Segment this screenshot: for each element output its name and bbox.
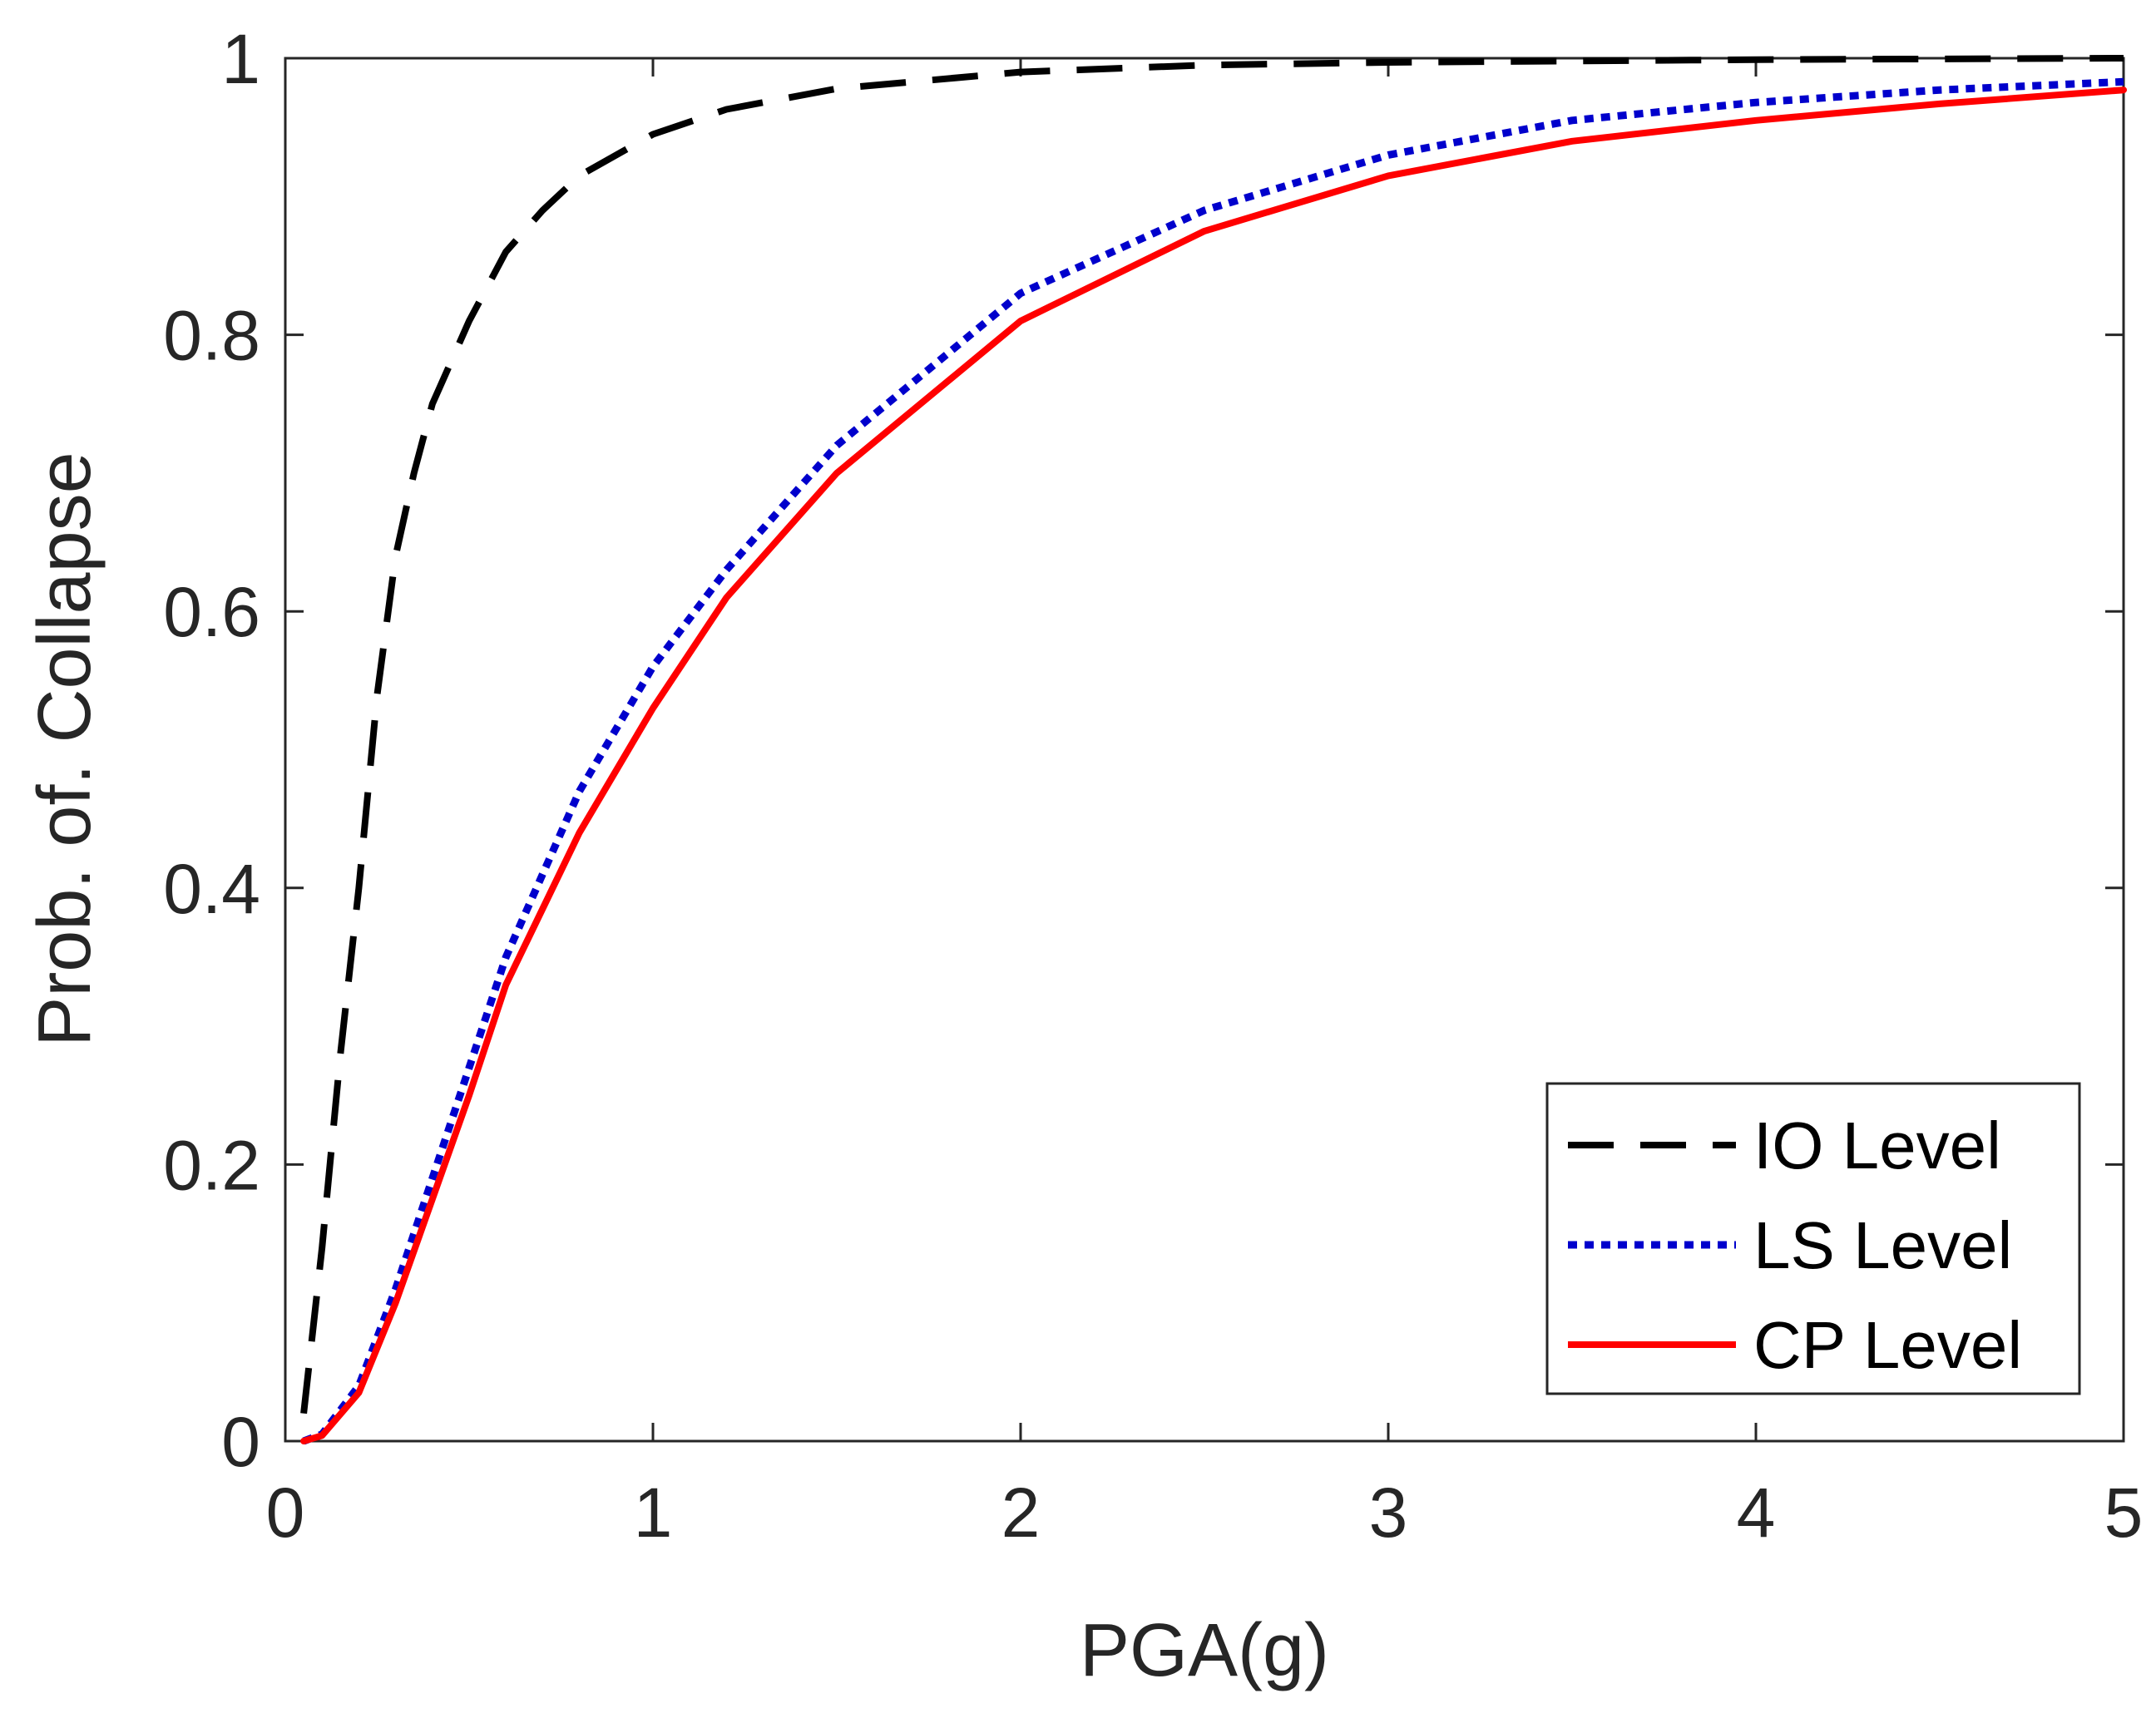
ls-level-line: [302, 77, 2124, 1445]
y-tick-label: 0.8: [163, 297, 260, 375]
cp-level-line: [300, 86, 2127, 1444]
x-tick-label: 5: [2104, 1474, 2144, 1552]
legend: IO Level LS Level CP Level: [1545, 1082, 2081, 1395]
x-tick-label: 3: [1369, 1474, 1408, 1552]
x-tick-label: 0: [266, 1474, 305, 1552]
x-tick-labels: 0 1 2 3 4 5: [266, 1474, 2144, 1552]
y-tick-label: 0: [221, 1403, 260, 1481]
series-lines: [300, 55, 2127, 1445]
x-tick-label: 4: [1737, 1474, 1776, 1552]
legend-label-io-level: IO Level: [1753, 1108, 2001, 1182]
legend-label-cp-level: CP Level: [1753, 1308, 2022, 1382]
x-tick-label: 2: [1001, 1474, 1041, 1552]
legend-label-ls-level: LS Level: [1753, 1208, 2012, 1282]
x-tick-label: 1: [634, 1474, 673, 1552]
y-tick-labels: 0 0.2 0.4 0.6 0.8 1: [163, 20, 260, 1481]
io-level-line: [300, 55, 2124, 1414]
y-tick-label: 0.4: [163, 850, 260, 928]
y-tick-label: 1: [221, 20, 260, 98]
x-axis-label: PGA(g): [1080, 1609, 1329, 1692]
y-axis-label: Prob. of. Collapse: [23, 452, 106, 1046]
y-tick-label: 0.6: [163, 573, 260, 651]
y-tick-label: 0.2: [163, 1126, 260, 1204]
